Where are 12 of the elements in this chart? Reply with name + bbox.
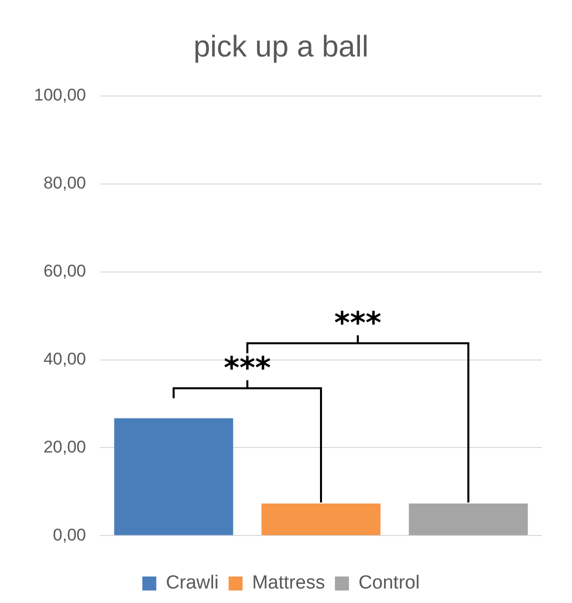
legend-label: Crawli xyxy=(166,572,219,594)
legend-label: Control xyxy=(358,572,420,594)
y-tick-label: 0,00 xyxy=(52,525,86,544)
legend-label: Mattress xyxy=(252,572,325,594)
y-tick-label: 20,00 xyxy=(43,437,86,456)
y-tick-label: 40,00 xyxy=(43,349,86,368)
y-tick-label: 100,00 xyxy=(34,86,86,105)
y-tick-label: 60,00 xyxy=(43,262,86,281)
annotation: *** xyxy=(334,306,382,342)
chart-title: pick up a ball xyxy=(193,30,369,64)
y-tick-label: 80,00 xyxy=(43,174,86,193)
annotation: *** xyxy=(224,351,272,386)
